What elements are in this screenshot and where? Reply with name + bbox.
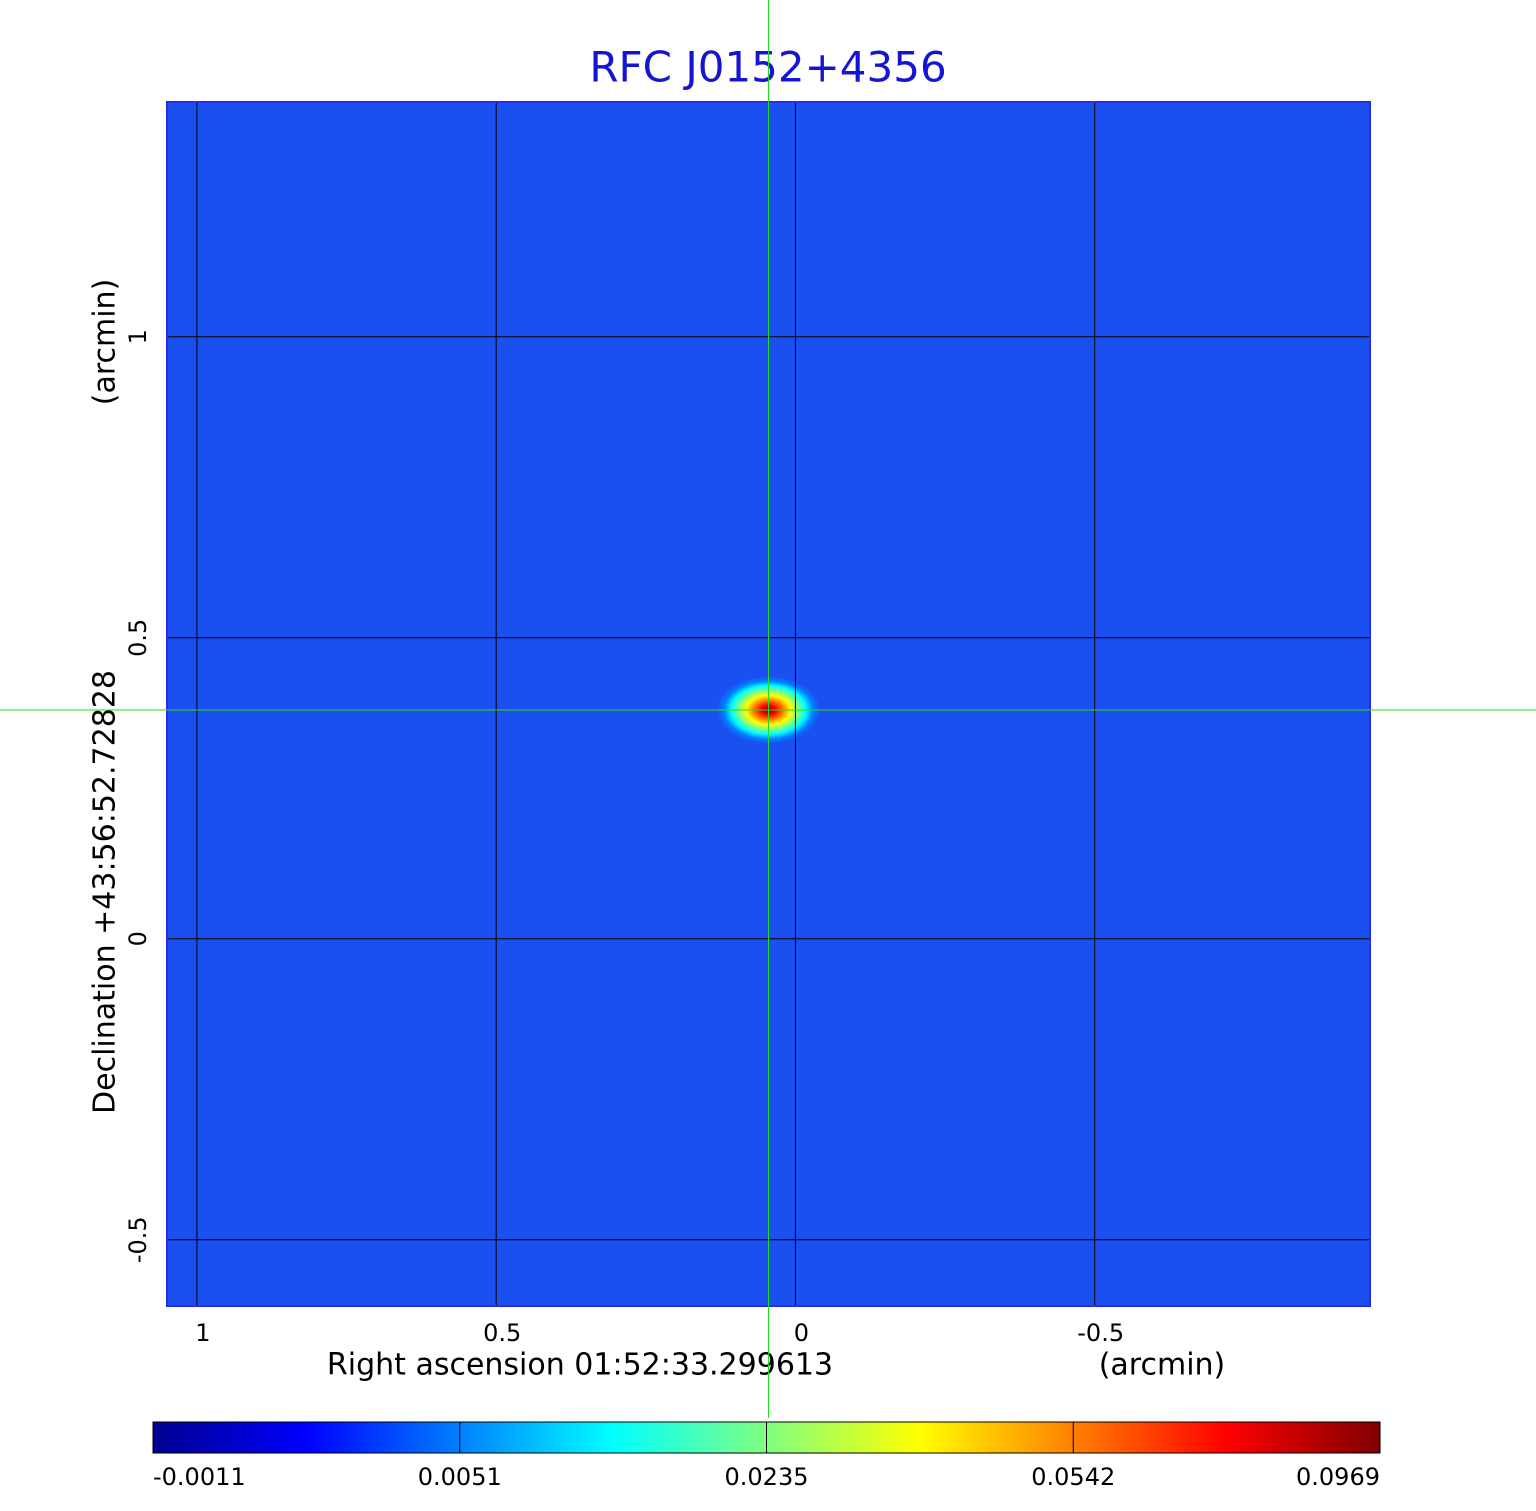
- x-tick-label: 0.5: [483, 1319, 521, 1347]
- colorbar-tick-label: 0.0051: [418, 1463, 502, 1491]
- y-axis-label: Declination +43:56:52.72828: [88, 670, 123, 1114]
- x-tick-label: 0: [794, 1319, 809, 1347]
- y-tick-label: 0.5: [124, 619, 152, 657]
- y-tick-label: 0: [124, 931, 152, 946]
- x-axis-unit: (arcmin): [1099, 1348, 1226, 1383]
- colorbar-tick-label: 0.0542: [1031, 1463, 1115, 1491]
- y-axis-unit: (arcmin): [88, 279, 123, 406]
- y-tick-label: 1: [124, 329, 152, 344]
- colorbar-tick-label: 0.0235: [725, 1463, 809, 1491]
- colorbar-tick-label: -0.0011: [153, 1463, 246, 1491]
- colorbar-tick-label: 0.0969: [1296, 1463, 1380, 1491]
- x-axis-label: Right ascension 01:52:33.299613: [327, 1348, 833, 1383]
- x-tick-label: 1: [195, 1319, 210, 1347]
- x-tick-label: -0.5: [1077, 1319, 1124, 1347]
- y-tick-label: -0.5: [124, 1216, 152, 1263]
